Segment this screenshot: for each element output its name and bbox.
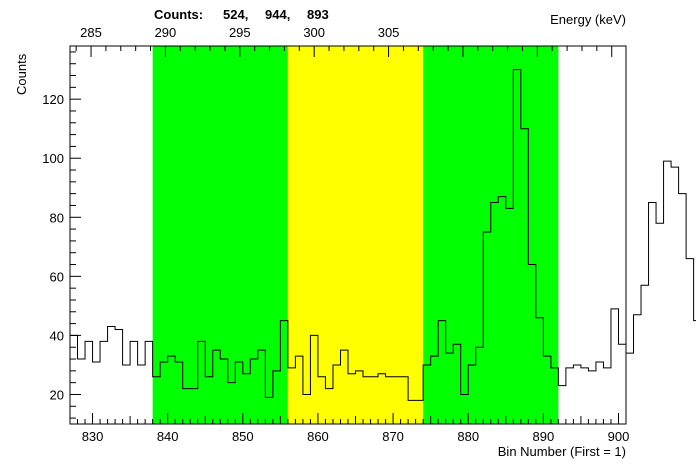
counts-value-3: 893	[307, 7, 329, 22]
x-tick-label: 850	[232, 429, 254, 444]
y-axis-title: Counts	[14, 53, 29, 95]
y-tick-label: 40	[50, 328, 64, 343]
top-energy-axis: 285 290 295 300 305	[75, 25, 613, 57]
histogram-trace	[70, 69, 696, 401]
region-right-background	[423, 46, 559, 424]
x-tick-label: 830	[82, 429, 104, 444]
energy-tick-label: 285	[80, 25, 102, 40]
x-tick-label: 840	[157, 429, 179, 444]
counts-value-1: 524,	[223, 7, 248, 22]
y-tick-label: 80	[50, 210, 64, 225]
energy-tick-label: 300	[303, 25, 325, 40]
y-tick-label: 120	[42, 92, 64, 107]
x-tick-label: 900	[608, 429, 630, 444]
energy-tick-label: 295	[229, 25, 251, 40]
x-tick-label: 870	[382, 429, 404, 444]
y-tick-label: 60	[50, 269, 64, 284]
x-tick-label: 880	[457, 429, 479, 444]
bottom-axis: 830 840 850 860 870 880 890 900	[69, 413, 630, 444]
counts-label: Counts:	[154, 7, 203, 22]
x-tick-label: 860	[307, 429, 329, 444]
region-peak	[287, 46, 424, 424]
x-axis-title: Bin Number (First = 1)	[498, 444, 626, 459]
y-tick-label: 100	[42, 151, 64, 166]
energy-tick-label: 305	[378, 25, 400, 40]
region-layer	[152, 46, 559, 424]
counts-readout: Counts: 524, 944, 893	[154, 7, 329, 22]
energy-axis-title: Energy (keV)	[550, 12, 626, 27]
left-axis: 20 40 60 80 100 120	[42, 51, 81, 419]
region-left-background	[152, 46, 288, 424]
y-tick-label: 20	[50, 387, 64, 402]
x-tick-label: 890	[532, 429, 554, 444]
energy-tick-label: 290	[155, 25, 177, 40]
counts-value-2: 944,	[265, 7, 290, 22]
